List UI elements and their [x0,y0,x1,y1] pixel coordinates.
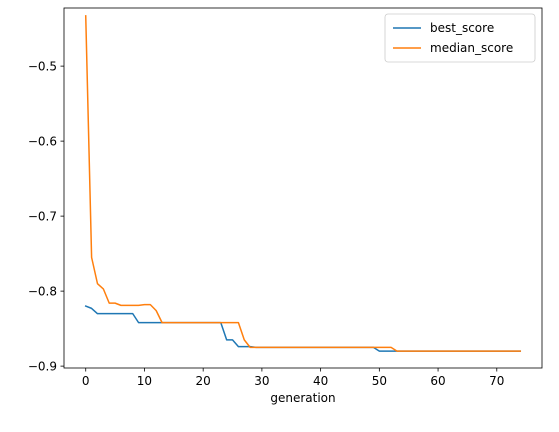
series-line-best-score [84,305,522,352]
plot-border [63,7,543,369]
x-axis: 0 10 20 30 40 50 60 70 [82,368,504,388]
x-tick-label: 60 [430,374,445,388]
x-tick-label: 0 [82,374,90,388]
series-layer [84,15,522,352]
y-axis: −0.9 −0.8 −0.7 −0.6 −0.5 [28,59,64,373]
y-tick-label: −0.6 [28,134,57,148]
x-tick-label: 70 [489,374,504,388]
x-tick-label: 30 [254,374,269,388]
legend-label-best-score: best_score [430,21,494,35]
legend: best_score median_score [384,13,536,63]
x-tick-label: 40 [313,374,328,388]
y-tick-label: −0.8 [28,284,57,298]
y-tick-label: −0.9 [28,359,57,373]
legend-box [384,13,536,63]
series-line-median-score [84,15,522,352]
x-axis-title: generation [270,391,335,405]
y-tick-label: −0.5 [28,59,57,73]
y-tick-label: −0.7 [28,209,57,223]
x-tick-label: 50 [372,374,387,388]
legend-label-median-score: median_score [430,41,513,55]
plot-frame [63,7,543,369]
x-tick-label: 20 [196,374,211,388]
x-tick-label: 10 [137,374,152,388]
